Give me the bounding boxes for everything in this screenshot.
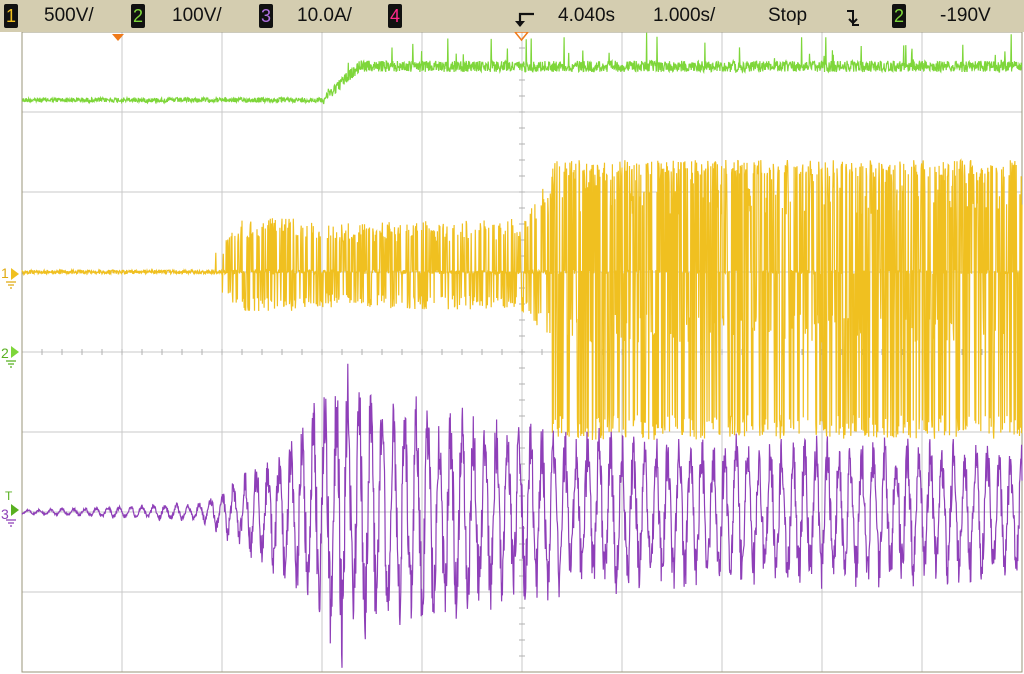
ch2-scale: 100V/ (172, 5, 222, 26)
timebase: 1.000s/ (653, 5, 716, 26)
waveform-display[interactable]: 1 2 T 3 (0, 32, 1024, 674)
status-bar: 1 500V/ 2 100V/ 3 10.0A/ 4 4.040s 1.000s… (0, 0, 1024, 33)
trace-ch1 (21, 158, 1023, 441)
ch3-marker-label: 3 (1, 506, 9, 522)
trigger-delay: 4.040s (558, 5, 616, 26)
time-reference-marker (112, 34, 124, 41)
run-state[interactable]: Stop (768, 5, 808, 26)
ch2-marker-label: 2 (1, 345, 9, 361)
ch1-marker-label: 1 (1, 265, 9, 281)
ch3-scale: 10.0A/ (297, 5, 352, 26)
ch3-badge[interactable]: 3 (259, 4, 273, 28)
display-background (0, 32, 1024, 674)
trace-ch3 (21, 363, 1023, 668)
trigger-position-marker (514, 32, 529, 42)
trigger-source-badge[interactable]: 2 (892, 4, 906, 28)
trace-ch2 (21, 32, 1023, 105)
ch4-badge[interactable]: 4 (388, 4, 402, 28)
trigger-delay-icon (515, 12, 534, 27)
ch1-ground-marker[interactable]: 1 (1, 265, 19, 289)
falling-edge-icon (847, 10, 859, 26)
ch2-badge[interactable]: 2 (131, 4, 145, 28)
ch2-ground-marker[interactable]: 2 (1, 345, 19, 368)
trigger-level: -190V (940, 5, 991, 26)
traces (21, 32, 1023, 668)
ch3-ground-marker[interactable]: 3 (1, 504, 19, 527)
trigger-level-marker: T (5, 489, 13, 503)
ch1-badge[interactable]: 1 (4, 4, 18, 28)
ch1-scale: 500V/ (44, 5, 94, 26)
